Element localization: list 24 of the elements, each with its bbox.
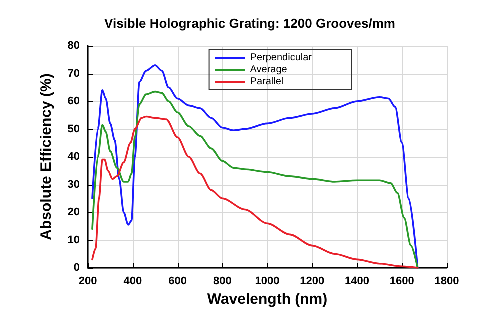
y-tick-label: 40: [68, 151, 80, 163]
y-axis-title: Absolute Efficiency (%): [38, 74, 55, 240]
legend-label: Parallel: [250, 76, 284, 88]
y-tick-label: 20: [68, 206, 80, 218]
x-tick-label: 1600: [390, 276, 414, 288]
y-tick-label: 70: [68, 68, 80, 80]
x-tick-label: 400: [124, 276, 142, 288]
x-tick-label: 800: [213, 276, 232, 288]
y-tick-label: 60: [68, 96, 80, 108]
legend-label: Perpendicular: [250, 52, 313, 64]
legend-label: Average: [250, 64, 288, 76]
x-tick-label: 600: [168, 276, 187, 288]
x-tick-label: 1400: [345, 276, 370, 288]
x-tick-label: 200: [78, 276, 98, 288]
y-tick-label: 0: [74, 262, 80, 274]
chart-title: Visible Holographic Grating: 1200 Grooves/mm: [104, 16, 396, 31]
x-tick-label: 1200: [300, 276, 325, 288]
x-axis-title: Wavelength (nm): [207, 290, 328, 308]
y-tick-label: 80: [68, 40, 80, 52]
x-tick-label: 1800: [434, 276, 460, 288]
y-tick-label: 10: [68, 234, 80, 246]
y-tick-label: 30: [68, 178, 80, 191]
y-tick-label: 50: [68, 123, 80, 136]
x-tick-label: 1000: [255, 276, 280, 288]
